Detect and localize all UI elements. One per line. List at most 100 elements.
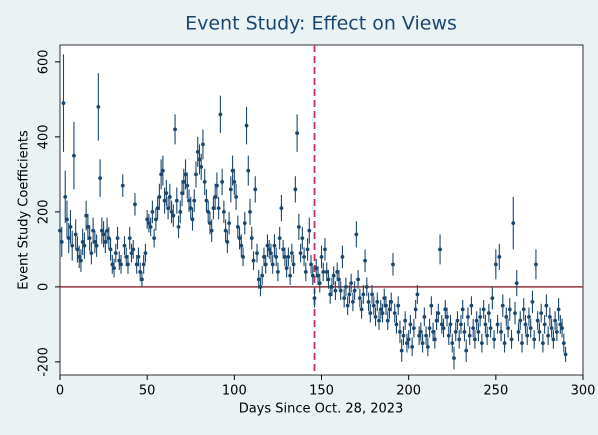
point [68,224,73,229]
point [413,307,418,312]
point [157,194,162,199]
point [173,127,177,132]
point [282,254,287,259]
point [415,292,420,297]
point [234,194,238,199]
point [281,247,286,252]
point [262,254,266,259]
point [520,341,524,346]
point [405,341,409,346]
point [199,164,204,169]
point [344,284,348,289]
point [335,269,340,274]
point [553,318,558,323]
point [392,311,397,316]
point [181,179,186,184]
x-tick-label: 0 [56,384,64,399]
point [263,262,268,267]
point [431,329,435,334]
point [563,352,568,357]
point [366,299,371,304]
point [277,236,282,241]
point [547,314,552,319]
point [417,333,422,338]
point [349,281,354,286]
point [394,322,399,327]
point [321,269,326,274]
point [506,326,510,331]
point [490,296,495,301]
point [84,213,89,218]
point [171,213,176,218]
point [246,168,251,173]
point [300,236,305,241]
x-axis-label: Days Since Oct. 28, 2023 [239,402,404,417]
point [324,269,329,274]
point [492,337,496,342]
point [323,247,327,252]
point [159,172,164,177]
point [225,239,230,244]
point [103,239,108,244]
point [127,236,132,241]
point [153,217,158,222]
point [255,251,259,256]
y-axis-label: Event Study Coefficients [17,130,32,290]
point [469,303,474,308]
point [350,299,355,304]
point [82,243,87,248]
point [188,206,193,211]
point [537,329,542,334]
point [497,254,502,259]
point [115,236,120,241]
point [326,277,331,282]
point [117,258,122,263]
point [549,326,554,331]
point [147,221,151,226]
point [216,206,221,211]
point [554,329,559,334]
point [509,337,514,342]
point [265,243,270,248]
point [218,112,223,117]
point [99,228,104,233]
point [267,247,272,252]
point [532,337,537,342]
point [530,299,535,304]
point [251,258,256,263]
point [152,236,157,241]
point [101,232,106,237]
point [513,311,517,316]
point [105,228,109,233]
point [391,262,395,267]
x-tick-label: 50 [139,384,156,399]
point [232,179,237,184]
point [380,311,385,316]
point [89,251,94,256]
point [59,239,64,244]
point [516,329,521,334]
point [140,277,144,282]
point [500,303,505,308]
point [330,284,334,289]
point [535,318,540,323]
point [122,243,127,248]
point [138,269,143,274]
point [235,224,240,229]
point [539,311,544,316]
point [150,209,155,214]
point [544,303,549,308]
point [284,266,289,271]
point [434,318,439,323]
point [382,296,387,301]
point [495,322,500,327]
y-tick-label: 200 [37,199,52,224]
point [309,262,313,267]
point [410,344,415,349]
point [215,183,219,188]
point [87,236,92,241]
point [507,307,512,312]
point [314,266,319,271]
point [73,232,78,237]
